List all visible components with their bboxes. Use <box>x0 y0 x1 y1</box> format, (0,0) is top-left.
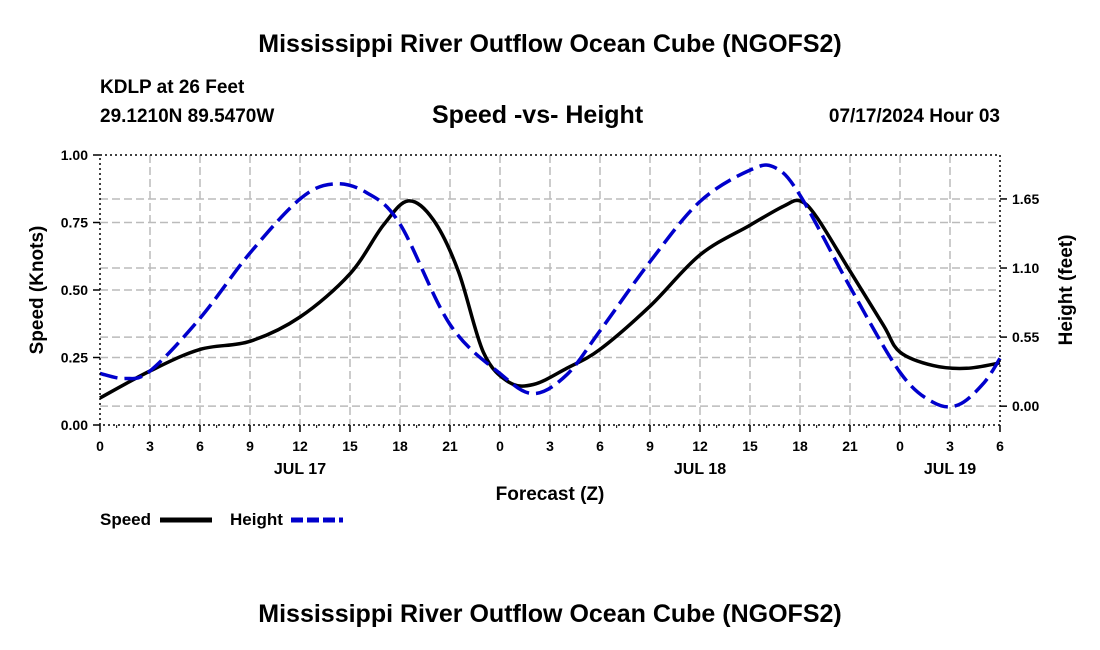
x-axis-title: Forecast (Z) <box>496 484 605 505</box>
axes: 0 3 6 9 12 15 18 21 0 3 6 9 12 15 18 21 0 3 6 JUL 17 JUL 18 J… <box>61 147 1040 478</box>
date-label: 07/17/2024 Hour 03 <box>828 106 1000 127</box>
x-day-label: JUL 17 <box>274 461 326 478</box>
page-title: Mississippi River Outflow Ocean Cube (NG… <box>258 30 842 58</box>
x-tick-label: 0 <box>96 438 104 454</box>
page-title-repeat: Mississippi River Outflow Ocean Cube (NG… <box>258 600 842 628</box>
series <box>99 163 1002 409</box>
y-tick-label: 0.50 <box>61 282 88 298</box>
x-tick-label: 15 <box>742 438 758 454</box>
legend: Speed Height <box>100 510 343 529</box>
x-tick-label: 15 <box>342 438 358 454</box>
x-tick-label: 12 <box>692 438 708 454</box>
x-tick-label: 18 <box>392 438 408 454</box>
x-tick-label: 6 <box>996 438 1004 454</box>
x-tick-label: 3 <box>946 438 954 454</box>
y-tick-label: 0.25 <box>61 350 88 366</box>
legend-speed-label: Speed <box>100 510 151 529</box>
x-tick-label: 9 <box>246 438 254 454</box>
y-tick-label: 1.00 <box>61 147 88 163</box>
y2-tick-label: 1.65 <box>1012 191 1039 207</box>
y2-tick-label: 1.10 <box>1012 260 1039 276</box>
x-day-label: JUL 18 <box>674 461 726 478</box>
x-tick-label: 3 <box>146 438 154 454</box>
x-tick-label: 12 <box>292 438 308 454</box>
y-axis-title: Speed (Knots) <box>27 226 48 355</box>
x-tick-label: 6 <box>196 438 204 454</box>
x-tick-label: 0 <box>496 438 504 454</box>
x-tick-label: 6 <box>596 438 604 454</box>
x-tick-label: 9 <box>646 438 654 454</box>
x-tick-label: 21 <box>442 438 458 454</box>
y2-tick-label: 0.55 <box>1012 329 1039 345</box>
grid <box>100 155 1000 425</box>
x-tick-label: 0 <box>896 438 904 454</box>
coordinates-label: 29.1210N 89.5470W <box>100 106 275 127</box>
speed-series-line <box>99 198 1001 400</box>
y2-axis-title: Height (feet) <box>1056 235 1077 346</box>
y-tick-label: 0.00 <box>61 417 88 433</box>
x-tick-label: 3 <box>546 438 554 454</box>
station-label: KDLP at 26 Feet <box>100 77 245 98</box>
y2-tick-label: 0.00 <box>1012 398 1039 414</box>
y-tick-label: 0.75 <box>61 215 88 231</box>
legend-height-label: Height <box>230 510 283 529</box>
height-series-line <box>99 163 1002 409</box>
x-tick-label: 18 <box>792 438 808 454</box>
x-day-label: JUL 19 <box>924 461 976 478</box>
chart-title: Speed -vs- Height <box>432 101 644 129</box>
x-tick-label: 21 <box>842 438 858 454</box>
